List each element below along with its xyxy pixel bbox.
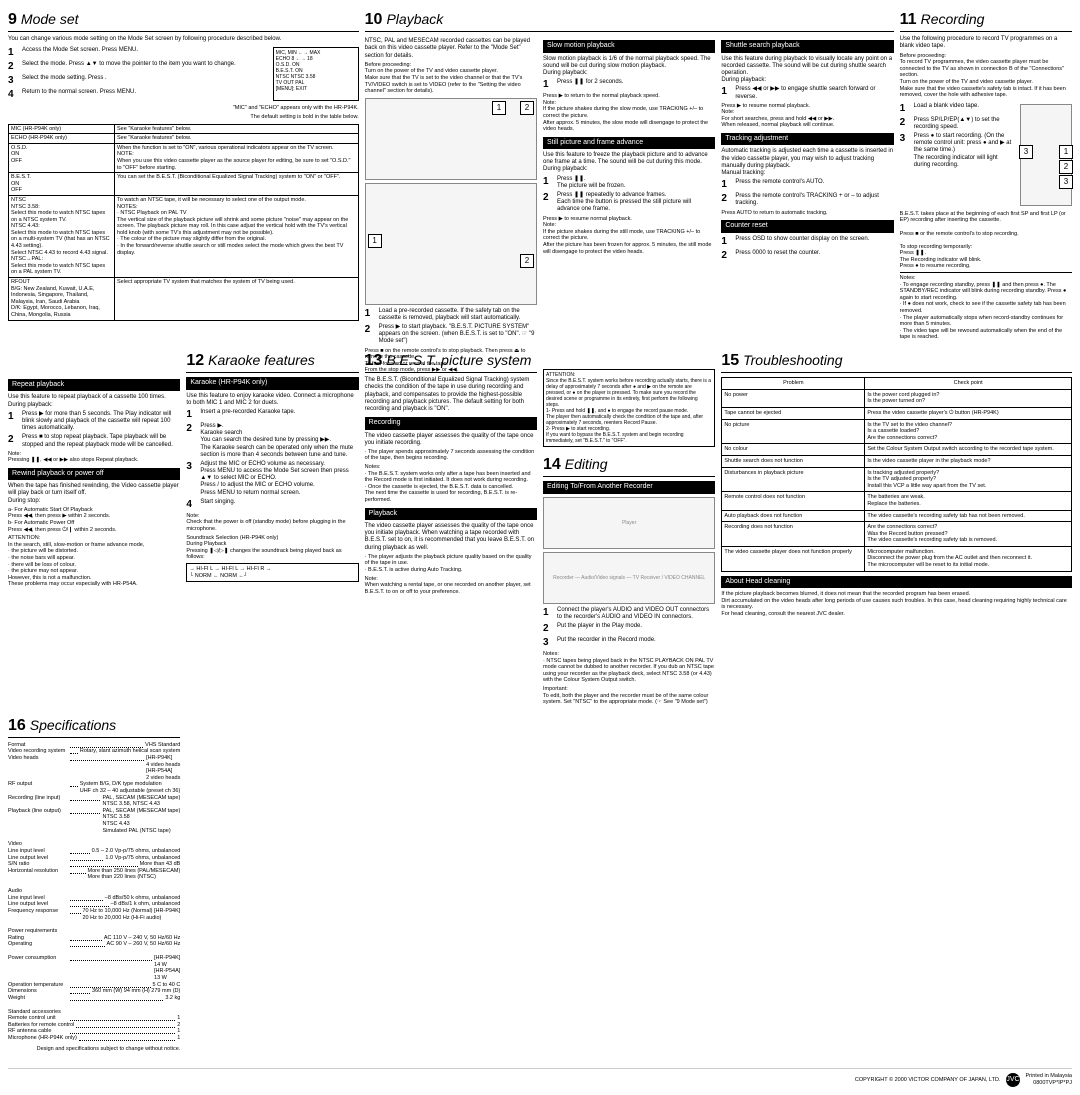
s9-step1: 1Access the Mode Set screen. Press MENU. xyxy=(8,47,269,59)
section-16-title: 16Specifications xyxy=(8,716,180,738)
copyright: COPYRIGHT © 2000 VICTOR COMPANY OF JAPAN… xyxy=(8,1068,1072,1087)
jvc-logo-icon: JVC xyxy=(1006,1073,1020,1087)
section-11-title: 11Recording xyxy=(900,10,1072,32)
best-attention: ATTENTION: Since the B.E.S.T. system wor… xyxy=(543,369,715,447)
s9-osd-box: MIC, MIN ←→ MAX ECHO 8 ←→ 18 O.S.D. ON B… xyxy=(273,47,359,101)
best-rec-head: Recording xyxy=(365,417,537,429)
editing-sub: Editing To/From Another Recorder xyxy=(543,481,715,493)
rewind-head: Rewind playback or power off xyxy=(8,468,180,480)
s9-step4: 4Return to the normal screen. Press MENU… xyxy=(8,89,269,101)
player-diagram: Player xyxy=(543,497,715,549)
spec-list: FormatVHS StandardVideo recording system… xyxy=(8,742,180,1042)
section-10-title: 10Playback xyxy=(365,10,894,32)
section-14-title: 14Editing xyxy=(543,455,715,477)
s9-step3: 3Select the mode setting. Press . xyxy=(8,75,269,87)
soundtrack-arrow: → HI-FI L → HI-FI L → HI-FI R → └ NORM ←… xyxy=(186,563,358,582)
trouble-table: ProblemCheck point No powerIs the power … xyxy=(721,377,1072,571)
s10-step2: 2Press ▶ to start playback. "B.E.S.T. PI… xyxy=(365,324,537,346)
remote-diagram-1: 12 xyxy=(365,183,537,305)
best-pb-head: Playback xyxy=(365,508,537,520)
repeat-head: Repeat playback xyxy=(8,379,180,391)
s9-step2: 2Select the mode. Press ▲▼ to move the p… xyxy=(8,61,269,73)
s9-intro: You can change various mode setting on t… xyxy=(8,36,359,43)
s10-step1: 1Load a pre-recorded cassette. If the sa… xyxy=(365,308,537,322)
slow-body: Slow motion playback is 1/6 of the norma… xyxy=(543,56,715,78)
s10-before: Before proceeding: Turn on the power of … xyxy=(365,62,537,95)
remote-diagram-2: 1 2 3 3 xyxy=(1020,104,1072,206)
section-12-title: 12Karaoke features xyxy=(186,351,358,373)
recorder-diagram: Recorder — Audio/Video signals — TV Rece… xyxy=(543,552,715,604)
tracking-head: Tracking adjustment xyxy=(721,133,893,145)
s9-tablefoot: The default setting is bold in the table… xyxy=(8,114,359,121)
section-15-title: 15Troubleshooting xyxy=(721,351,1072,373)
vcr-front-diagram: 12 xyxy=(365,98,537,180)
head-clean-head: About Head cleaning xyxy=(721,576,1072,588)
s10-intro: NTSC, PAL and MESECAM recorded cassettes… xyxy=(365,38,537,60)
s9-settings-table: MIC (HR-P94K only)See "Karaoke features"… xyxy=(8,124,359,321)
section-9-title: 9Mode set xyxy=(8,10,359,32)
section-13-title: 13B.E.S.T. picture system xyxy=(365,351,537,373)
counter-head: Counter reset xyxy=(721,220,893,232)
karaoke-sub: Karaoke (HR-P94K only) xyxy=(186,377,358,389)
still-head: Still picture and frame advance xyxy=(543,137,715,149)
slow-motion-head: Slow motion playback xyxy=(543,40,715,52)
shuttle-head: Shuttle search playback xyxy=(721,40,893,52)
s9-boxfoot: "MIC" and "ECHO" appears only with the H… xyxy=(8,105,359,112)
